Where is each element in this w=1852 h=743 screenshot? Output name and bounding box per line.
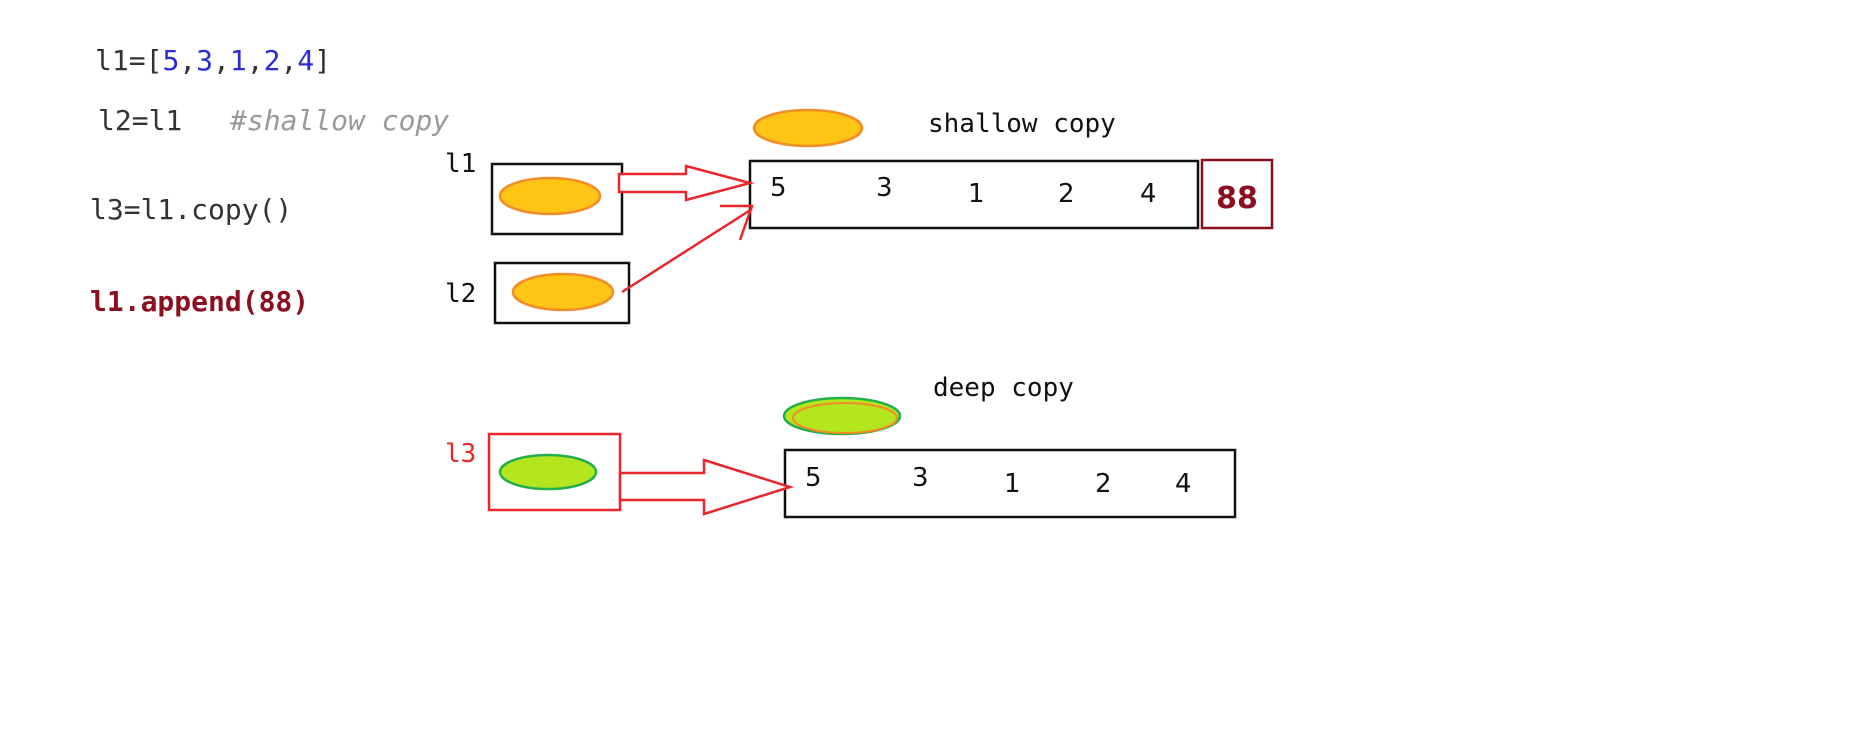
reference-arrow-l3 bbox=[618, 458, 795, 516]
shallow-copy-title: shallow copy bbox=[928, 109, 1116, 139]
pointer-ellipse-l1 bbox=[498, 176, 602, 216]
deep-list-value: 5 bbox=[805, 463, 822, 493]
deep-list-box bbox=[783, 448, 1237, 519]
shallow-list-value: 3 bbox=[876, 173, 893, 203]
var-label-l3: l3 bbox=[445, 439, 476, 469]
code-line-1-sep-3: , bbox=[280, 44, 297, 77]
code-line-2: l2=l1 bbox=[98, 104, 182, 137]
shallow-legend-ellipse bbox=[752, 108, 864, 148]
deep-list-value: 4 bbox=[1175, 469, 1192, 499]
shallow-list-value: 5 bbox=[770, 173, 787, 203]
code-line-1-sep-2: , bbox=[247, 44, 264, 77]
code-line-1: l1=[5,3,1,2,4] bbox=[95, 44, 331, 77]
shallow-list-box bbox=[748, 159, 1200, 230]
reference-arrow-l2-head bbox=[720, 204, 754, 241]
shallow-list-value: 1 bbox=[968, 179, 985, 209]
code-line-1-item-1: 3 bbox=[196, 44, 213, 77]
reference-arrow-l2 bbox=[621, 207, 753, 294]
code-line-2-comment: #shallow copy bbox=[229, 104, 449, 137]
deep-copy-title: deep copy bbox=[933, 373, 1074, 403]
code-line-1-sep-1: , bbox=[213, 44, 230, 77]
pointer-ellipse-l3 bbox=[498, 453, 598, 491]
var-label-l2: l2 bbox=[445, 279, 476, 309]
code-line-1-sep-0: , bbox=[179, 44, 196, 77]
code-line-4-append: l1.append(88) bbox=[90, 285, 309, 318]
deep-legend-ellipse-outline bbox=[792, 402, 898, 434]
code-line-1-item-2: 1 bbox=[230, 44, 247, 77]
deep-list-value: 3 bbox=[912, 463, 929, 493]
code-line-1-var: l1=[ bbox=[95, 44, 162, 77]
code-line-3: l3=l1.copy() bbox=[90, 193, 292, 226]
deep-list-value: 1 bbox=[1004, 469, 1021, 499]
appended-value-box bbox=[1200, 158, 1274, 230]
shallow-list-value: 2 bbox=[1058, 179, 1075, 209]
code-line-1-item-0: 5 bbox=[162, 44, 179, 77]
deep-list-value: 2 bbox=[1095, 469, 1112, 499]
pointer-ellipse-l2 bbox=[511, 272, 615, 312]
code-line-1-item-3: 2 bbox=[264, 44, 281, 77]
var-label-l1: l1 bbox=[445, 149, 476, 179]
code-line-1-close: ] bbox=[314, 44, 331, 77]
code-line-1-item-4: 4 bbox=[297, 44, 314, 77]
appended-value: 88 bbox=[1216, 181, 1258, 216]
reference-arrow-l1 bbox=[617, 164, 755, 202]
shallow-list-value: 4 bbox=[1140, 179, 1157, 209]
